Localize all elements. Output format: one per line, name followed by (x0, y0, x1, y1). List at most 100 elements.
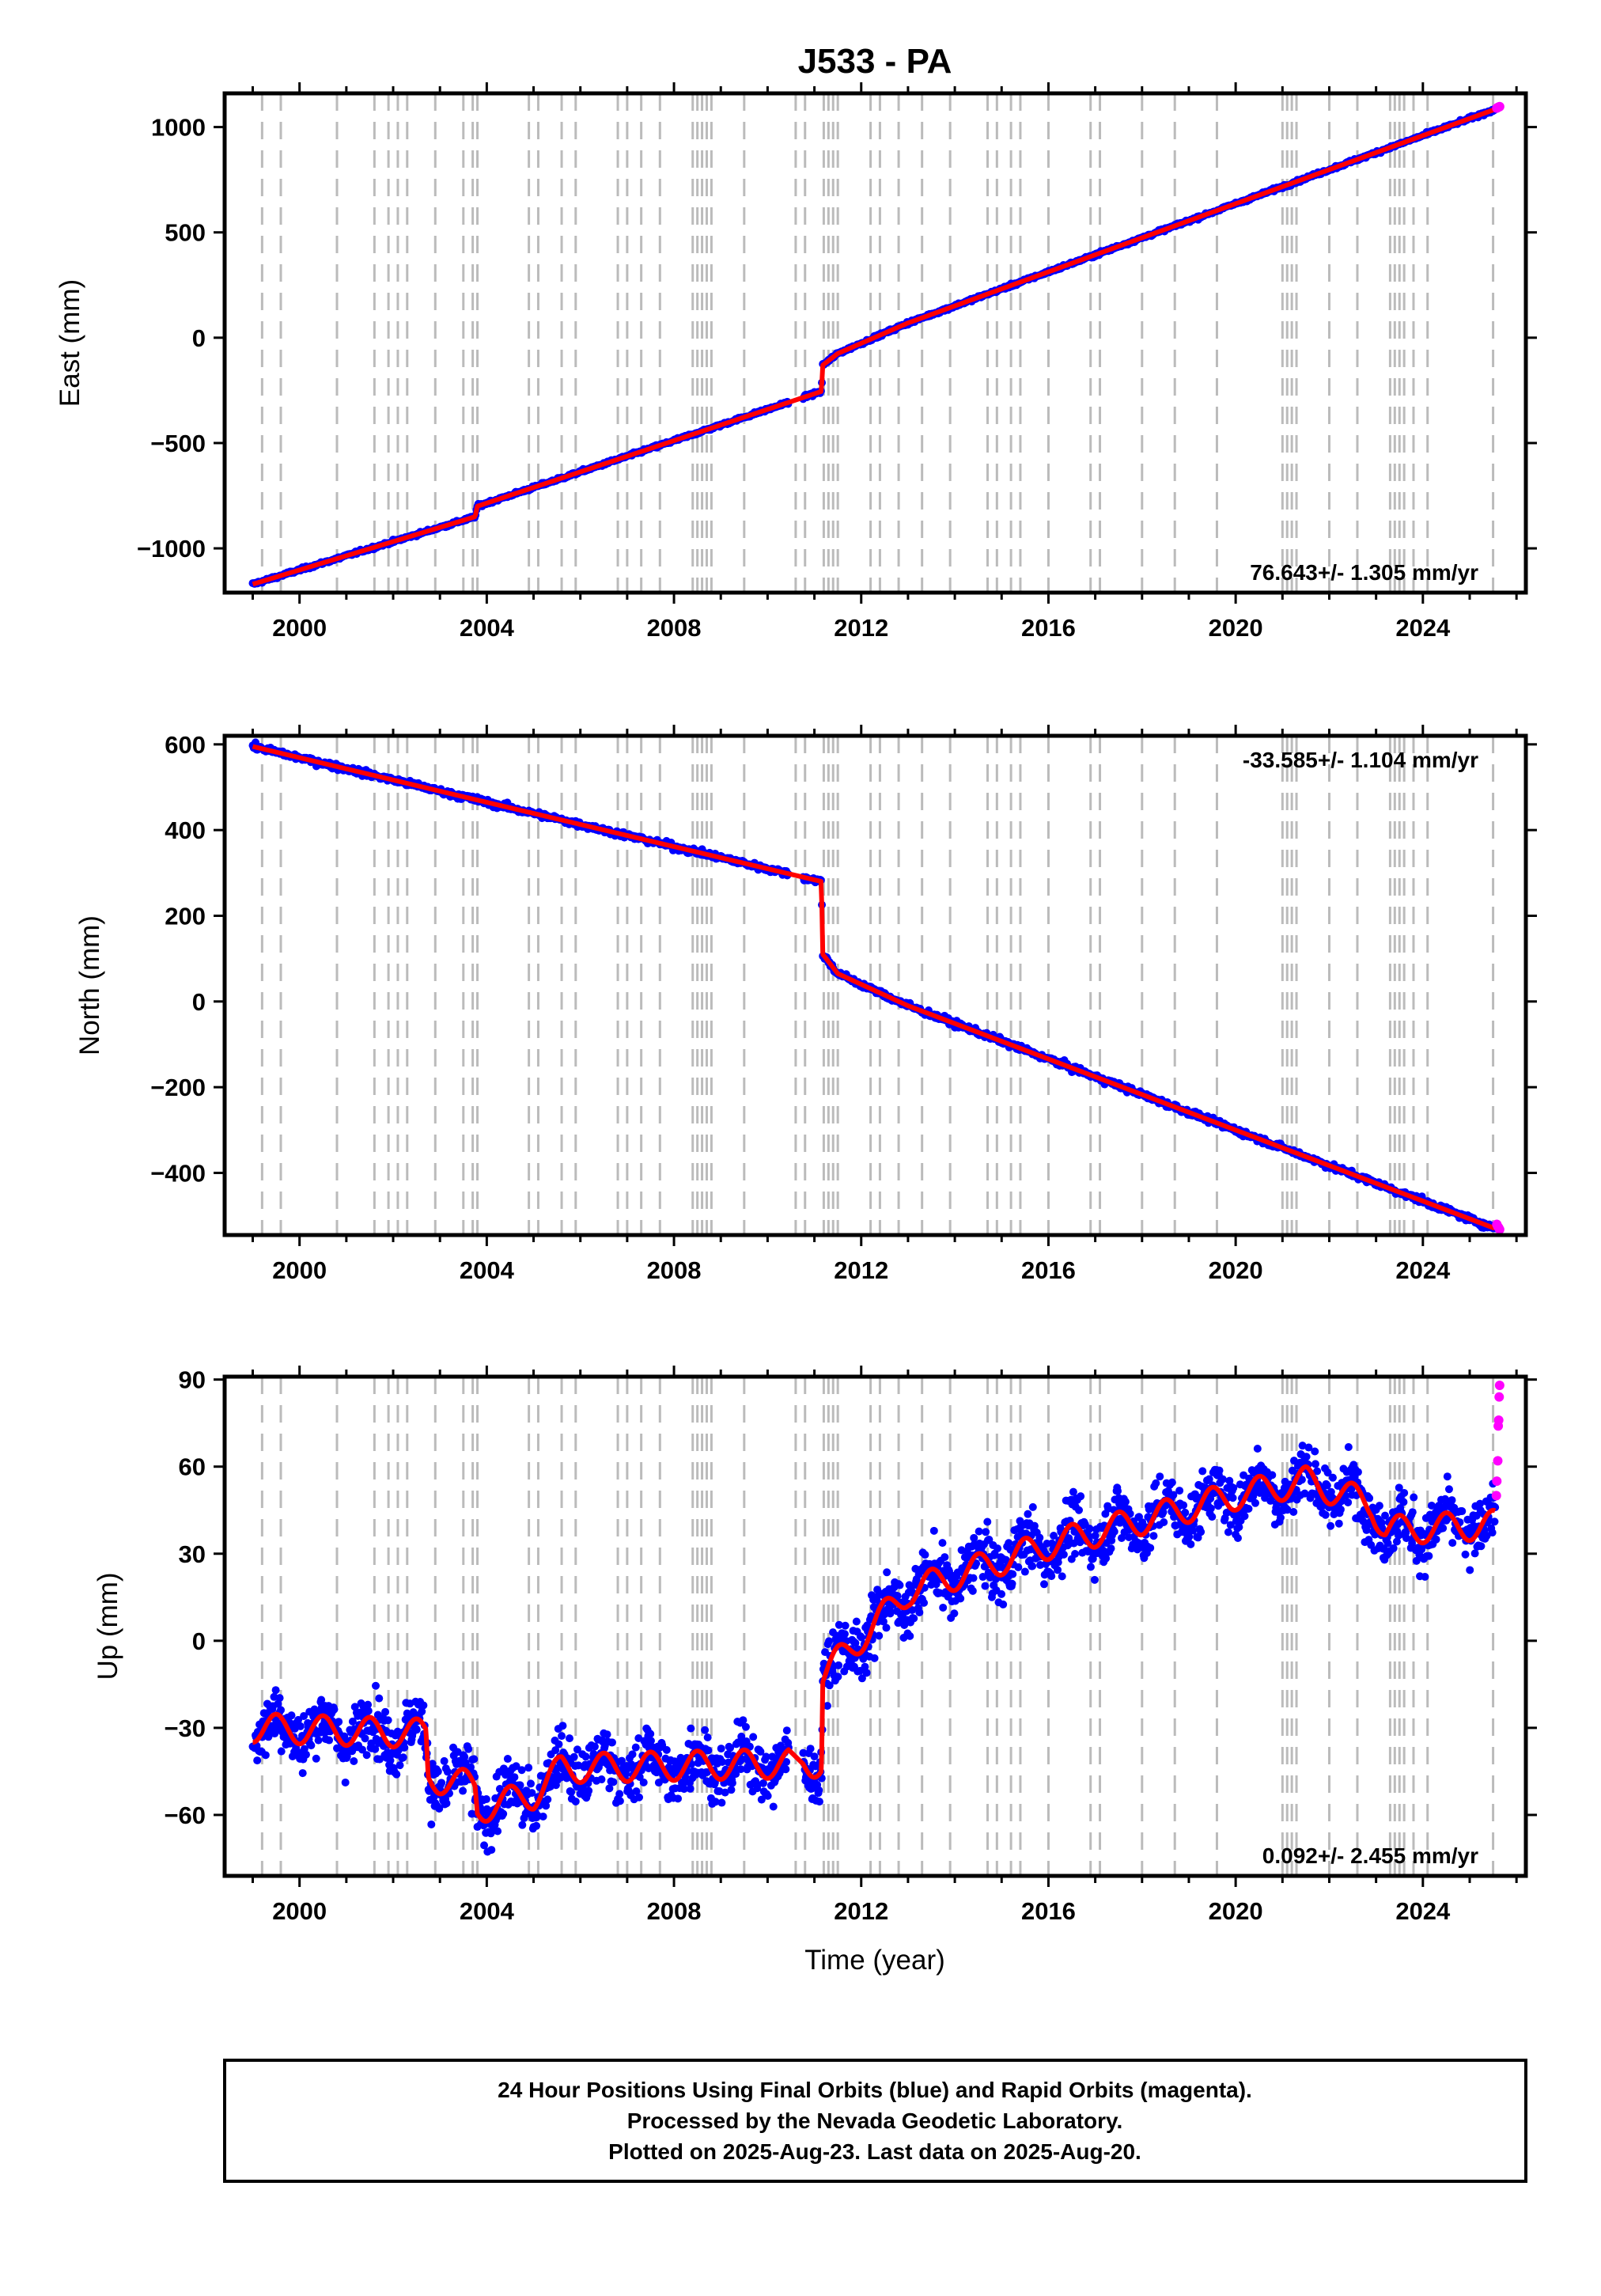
data-point (1240, 1512, 1249, 1521)
data-point (609, 1778, 618, 1786)
y-tick-label: −200 (150, 1074, 206, 1101)
x-tick-label: 2016 (1021, 1256, 1076, 1284)
data-point (956, 1594, 965, 1603)
data-point (325, 1736, 334, 1745)
data-point (459, 1786, 467, 1795)
data-point (782, 1765, 790, 1774)
data-point (1381, 1511, 1390, 1520)
data-point (399, 1753, 407, 1762)
data-point (994, 1544, 1002, 1553)
plot-frame (222, 91, 1528, 595)
data-point (396, 1761, 404, 1770)
data-point (381, 1707, 390, 1716)
data-point (975, 1527, 983, 1536)
data-point (1059, 1550, 1068, 1559)
data-point (728, 1779, 736, 1787)
data-point (440, 1756, 449, 1765)
data-point (1228, 1494, 1237, 1502)
data-point (571, 1797, 580, 1805)
rate-label: -33.585+/- 1.104 mm/yr (1243, 748, 1478, 772)
data-point (825, 1637, 834, 1646)
data-point (631, 1743, 640, 1752)
data-point (941, 1553, 949, 1562)
rapid-data-point (1494, 1224, 1504, 1234)
data-point (1253, 1444, 1262, 1453)
rapid-orbit-points (1492, 101, 1504, 113)
y-tick-label: 1000 (151, 114, 206, 142)
data-point (1251, 1498, 1259, 1507)
data-point (815, 1798, 823, 1806)
data-point (518, 1821, 527, 1829)
data-point (1215, 1466, 1224, 1475)
data-point (603, 1730, 611, 1739)
data-point (1168, 1478, 1176, 1487)
data-point (1156, 1472, 1164, 1481)
data-point (1009, 1570, 1017, 1578)
data-point (335, 1718, 343, 1726)
data-point (558, 1732, 566, 1741)
data-point (1005, 1539, 1013, 1548)
data-point (437, 1779, 446, 1787)
data-point (1047, 1572, 1056, 1581)
data-point (704, 1746, 713, 1755)
data-point (834, 1673, 842, 1681)
data-point (1327, 1521, 1335, 1530)
x-tick-label: 2012 (834, 1256, 888, 1284)
data-point (1175, 1487, 1184, 1495)
data-point (1075, 1506, 1084, 1514)
data-point (628, 1750, 637, 1759)
data-point (1311, 1460, 1319, 1468)
data-point (687, 1724, 695, 1733)
data-point (1206, 1504, 1215, 1513)
x-tick-label: 2008 (647, 614, 702, 642)
rapid-data-point (1494, 101, 1504, 112)
data-point (635, 1793, 644, 1802)
data-point (1375, 1502, 1383, 1510)
model-fit-line (251, 107, 1497, 587)
data-point (882, 1623, 891, 1632)
data-point (361, 1734, 369, 1743)
y-tick-label: 400 (165, 816, 206, 844)
y-tick-label: −400 (150, 1159, 206, 1187)
data-point (870, 1654, 879, 1662)
data-point (875, 1631, 884, 1640)
data-point (1039, 1580, 1048, 1589)
data-point (607, 1738, 616, 1747)
y-tick-label: 0 (192, 988, 206, 1016)
data-point (999, 1600, 1008, 1608)
data-point (1208, 1513, 1217, 1521)
data-point (1035, 1533, 1044, 1542)
data-point (929, 1526, 938, 1535)
x-tick-label: 2020 (1209, 614, 1263, 642)
data-point (524, 1764, 533, 1772)
data-point (1077, 1492, 1085, 1501)
data-point (968, 1586, 977, 1595)
x-tick-label: 2000 (272, 1256, 327, 1284)
data-point (727, 1786, 736, 1794)
data-point (1146, 1544, 1155, 1552)
data-point (271, 1686, 280, 1695)
data-point (769, 1802, 778, 1811)
data-point (1187, 1540, 1195, 1548)
data-point (662, 1745, 671, 1754)
data-point (487, 1846, 496, 1855)
data-point (920, 1598, 929, 1607)
data-point (532, 1821, 541, 1830)
data-point (543, 1795, 552, 1804)
data-point (412, 1726, 421, 1734)
data-point (1020, 1567, 1029, 1576)
data-point (639, 1778, 648, 1786)
data-point (1028, 1502, 1037, 1511)
data-point (1224, 1528, 1232, 1536)
data-point (427, 1820, 436, 1828)
data-point (1058, 1572, 1066, 1581)
data-point (1229, 1483, 1238, 1492)
data-point (840, 1630, 849, 1639)
data-point (298, 1769, 307, 1778)
x-tick-label: 2004 (460, 614, 515, 642)
data-point (1110, 1527, 1118, 1536)
data-point (615, 1790, 624, 1798)
data-point (938, 1539, 947, 1548)
